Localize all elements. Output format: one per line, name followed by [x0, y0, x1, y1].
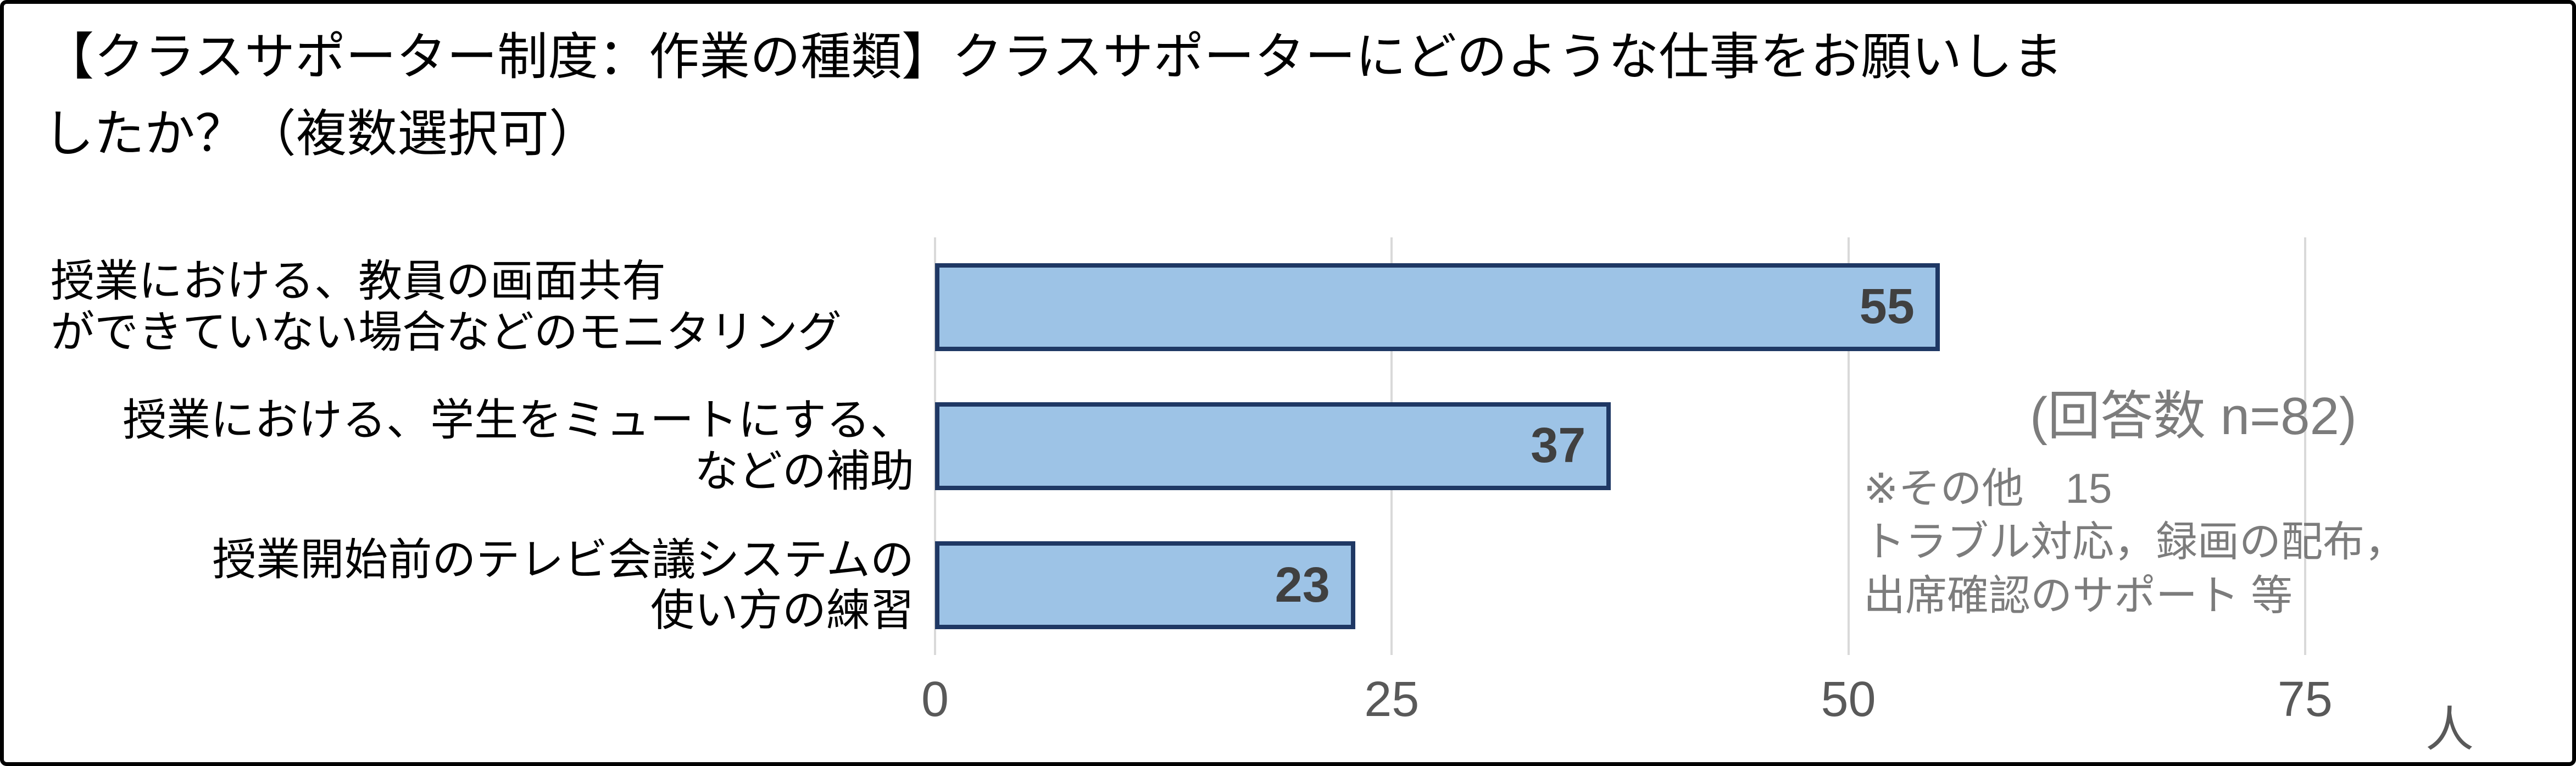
- bar-1: 37: [935, 402, 1611, 490]
- chart-title-line2: したか？（複数選択可）: [43, 106, 600, 162]
- category-label-line: 授業における、学生をミュートにする、: [123, 396, 914, 445]
- gridline-50: [1847, 237, 1850, 655]
- chart-title: 【クラスサポーター制度：作業の種類】クラスサポーターにどのような仕事をお願いしま…: [43, 19, 2063, 173]
- category-axis-labels: 授業における、教員の画面共有 ができていない場合などのモニタリング 授業における、学…: [51, 237, 914, 655]
- response-count-annotation: (回答数 n=82): [2030, 387, 2357, 446]
- bar-value-label: 23: [1275, 557, 1330, 613]
- bar-value-label: 55: [1859, 279, 1915, 335]
- category-label-line: 使い方の練習: [650, 586, 914, 635]
- bar-2: 23: [935, 541, 1355, 630]
- x-tick-label-0: 0: [921, 672, 949, 727]
- category-label-line: ができていない場合などのモニタリング: [51, 307, 842, 357]
- bar-series: 55 37 23: [935, 237, 2396, 655]
- x-tick-label-75: 75: [2277, 672, 2333, 727]
- other-note-line: 出席確認のサポート 等: [1863, 572, 2293, 619]
- bar-row: 37: [935, 376, 2396, 515]
- category-label-0: 授業における、教員の画面共有 ができていない場合などのモニタリング: [51, 237, 914, 376]
- other-note-line: ※その他 15: [1863, 465, 2112, 512]
- bar-value-label: 37: [1531, 418, 1586, 474]
- bar-0: 55: [935, 263, 1940, 351]
- chart-title-line1: 【クラスサポーター制度：作業の種類】クラスサポーターにどのような仕事をお願いしま: [43, 29, 2063, 85]
- category-label-line: 授業開始前のテレビ会議システムの: [212, 535, 914, 584]
- other-note-line: トラブル対応，録画の配布，: [1863, 519, 2406, 566]
- x-axis-unit-label: 人: [2425, 702, 2474, 757]
- x-axis: 0 25 50 75: [921, 671, 2396, 735]
- plot-area: 55 37 23: [934, 237, 2396, 655]
- category-label-2: 授業開始前のテレビ会議システムの 使い方の練習: [51, 516, 914, 655]
- x-tick-label-50: 50: [1821, 672, 1876, 727]
- category-label-line: などの補助: [694, 446, 914, 496]
- bar-row: 55: [935, 237, 2396, 376]
- other-responses-annotation: ※その他 15 トラブル対応，録画の配布， 出席確認のサポート 等: [1863, 462, 2406, 623]
- category-label-1: 授業における、学生をミュートにする、 などの補助: [51, 376, 914, 515]
- category-label-line: 授業における、教員の画面共有: [51, 256, 666, 306]
- bar-row: 23: [935, 516, 2396, 655]
- gridline-75: [2304, 237, 2306, 655]
- x-tick-label-25: 25: [1364, 672, 1420, 727]
